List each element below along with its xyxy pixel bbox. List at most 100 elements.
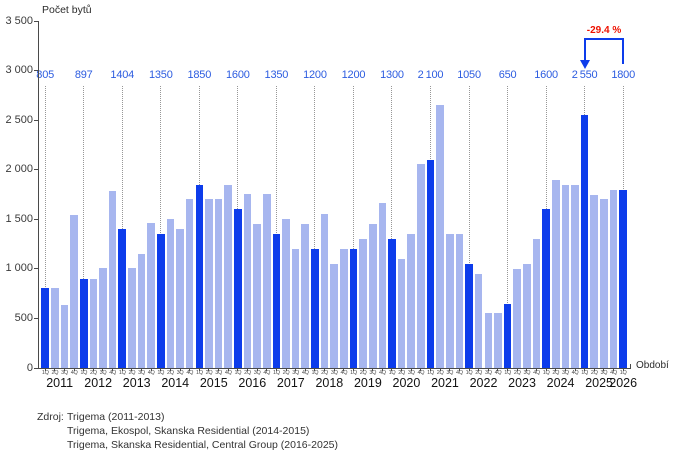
bar-2015-1q [195, 184, 204, 368]
quarter-label: 2Q [244, 370, 251, 376]
year-label-2017: 2017 [276, 376, 305, 390]
bar-2021-1q [426, 159, 435, 368]
x-axis-tick [381, 368, 383, 371]
bar-2023-1q [503, 303, 512, 368]
x-axis-tick [54, 368, 56, 371]
x-axis-tick [555, 368, 557, 371]
quarter-label: 1Q [350, 370, 357, 376]
x-axis-tick [401, 368, 403, 371]
quarter-label: 3Q [253, 370, 261, 376]
bar-2016-1q [234, 209, 242, 368]
quarter-label: 3Q [523, 370, 531, 376]
x-axis-tick [535, 368, 537, 371]
y-axis-tick-label: 0 [26, 361, 33, 374]
x-axis-tick [160, 368, 162, 371]
quarter-label: 3Q [446, 370, 454, 376]
bar-2012-4q [108, 190, 117, 368]
bar-2024-4q [571, 184, 579, 368]
year-label-2018: 2018 [315, 376, 344, 390]
bar-2019-1q [349, 249, 358, 368]
quarter-label: 1Q [427, 370, 434, 376]
bar-2018-4q [340, 249, 348, 368]
first-quarter-value-label-2021: 2 100 [417, 69, 444, 81]
year-label-2023: 2023 [508, 376, 536, 390]
year-label-2014: 2014 [161, 376, 190, 390]
quarter-label: 2Q [167, 370, 174, 376]
first-quarter-value-label-2015: 1850 [187, 69, 212, 81]
quarter-label: 3Q [292, 370, 300, 376]
year-guide-dotted-line-2020 [391, 86, 393, 367]
quarter-label: 2Q [205, 370, 213, 376]
x-axis-tick [324, 368, 326, 371]
x-axis-tick [141, 368, 143, 371]
x-axis [38, 368, 631, 369]
x-axis-tick [227, 368, 229, 371]
quarter-label: 3Q [484, 370, 492, 376]
first-quarter-value-label-2014: 1350 [148, 69, 173, 81]
quarter-label: 4Q [301, 370, 309, 376]
quarter-label: 3Q [61, 370, 68, 376]
quarter-label: 1Q [465, 370, 473, 376]
bar-2021-3q [445, 234, 454, 368]
source-line: Trigema, Skanska Residential, Central Gr… [67, 439, 338, 451]
year-label-2024: 2024 [546, 376, 575, 390]
bar-2019-3q [368, 224, 377, 368]
x-axis-tick [237, 368, 239, 371]
y-axis-tick [33, 218, 39, 220]
first-quarter-value-label-2025: 2 550 [571, 69, 598, 81]
bar-2016-3q [253, 223, 261, 368]
quarter-label: 3Q [562, 370, 569, 376]
y-axis-tick-label: 2 500 [5, 113, 33, 126]
quarter-label: 4Q [417, 370, 425, 376]
x-axis-tick [516, 368, 518, 371]
x-axis-tick [430, 368, 432, 371]
x-axis-tick [73, 368, 75, 371]
year-guide-dotted-line-2023 [507, 86, 509, 367]
x-axis-tick [507, 368, 509, 371]
bar-2017-3q [291, 249, 300, 368]
year-label-2021: 2021 [431, 376, 459, 390]
annotation-percent-label: -29.4 % [586, 25, 622, 36]
first-quarter-value-label-2020: 1300 [380, 69, 404, 81]
x-axis-tick [603, 368, 605, 371]
annotation-arrow-shaft [584, 38, 586, 61]
x-axis-tick [410, 368, 412, 371]
year-label-2016: 2016 [238, 376, 267, 390]
x-axis-tick [391, 368, 393, 371]
y-axis-tick [33, 367, 39, 369]
bar-2021-2q [436, 105, 444, 368]
quarter-label: 4Q [456, 370, 463, 376]
year-guide-dotted-line-2014 [160, 86, 162, 367]
bar-2015-4q [224, 184, 233, 368]
quarter-label: 1Q [273, 370, 280, 376]
bar-2017-2q [282, 219, 290, 368]
bar-2014-1q [156, 234, 165, 368]
bar-2025-1q [580, 115, 589, 368]
x-axis-tick [352, 368, 354, 371]
y-axis-tick-label: 3 500 [5, 14, 33, 27]
year-label-2020: 2020 [392, 376, 421, 390]
quarter-label: 2Q [128, 370, 136, 376]
first-quarter-value-label-2022: 1050 [457, 69, 481, 81]
x-axis-tick [275, 368, 277, 371]
quarter-label: 4Q [494, 370, 502, 376]
source-line: Trigema (2011-2013) [67, 411, 165, 423]
year-label-2025: 2025 [585, 376, 613, 390]
bar-2012-2q [89, 278, 98, 368]
quarter-label: 4Q [610, 370, 617, 376]
bar-2017-4q [301, 223, 310, 368]
x-axis-tick [439, 368, 441, 371]
bar-2018-3q [330, 263, 338, 368]
x-axis-tick [112, 368, 114, 371]
quarter-label: 2Q [359, 370, 367, 376]
bar-2012-1q [79, 279, 88, 368]
quarter-label: 3Q [330, 370, 338, 376]
y-axis-tick-label: 1 000 [5, 262, 33, 275]
quarter-label: 3Q [215, 370, 222, 376]
x-axis-tick [208, 368, 210, 371]
quarter-label: 2Q [321, 370, 328, 376]
x-axis-tick [92, 368, 94, 371]
y-axis-tick [33, 20, 39, 22]
bar-2026-1q [619, 189, 627, 368]
quarter-label: 4Q [533, 370, 540, 376]
